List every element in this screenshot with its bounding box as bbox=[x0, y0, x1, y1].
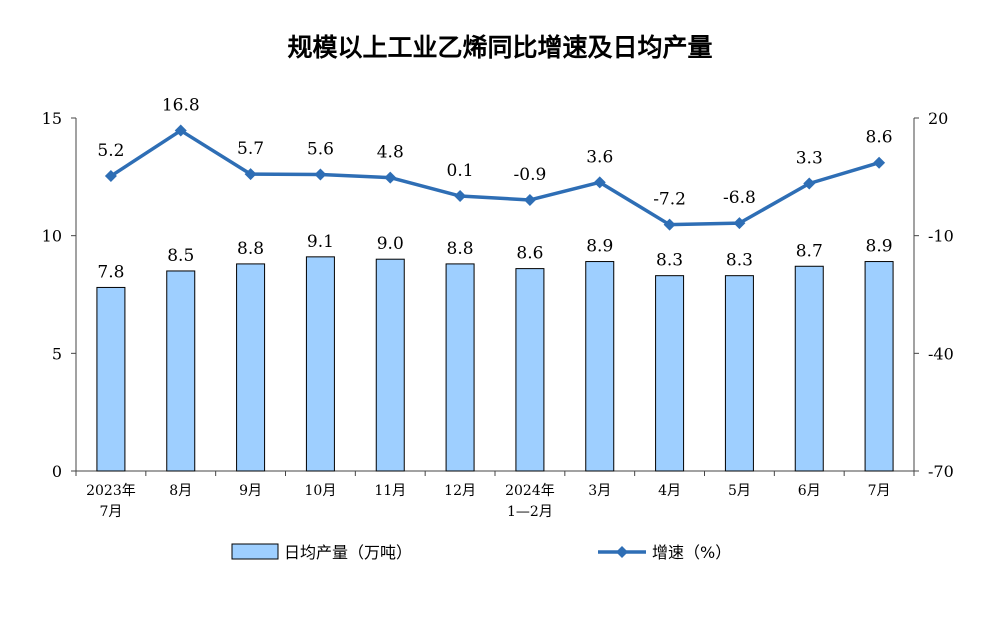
chart-title: 规模以上工业乙烯同比增速及日均产量 bbox=[287, 33, 713, 62]
line-data-label: 8.6 bbox=[866, 128, 893, 148]
bar bbox=[724, 275, 754, 472]
line-data-label: 16.8 bbox=[162, 96, 200, 116]
bar-data-label: 8.3 bbox=[656, 251, 683, 271]
x-tick-label: 1—2月 bbox=[507, 504, 553, 520]
line-point bbox=[314, 168, 327, 181]
bar-data-label: 8.9 bbox=[866, 237, 893, 257]
line-point bbox=[733, 217, 746, 230]
x-tick-label: 2023年 bbox=[86, 483, 136, 499]
bar bbox=[794, 265, 824, 472]
line-data-label: 4.8 bbox=[377, 143, 404, 163]
line-data-label: 0.1 bbox=[447, 161, 474, 181]
line-point bbox=[803, 177, 816, 190]
line-point bbox=[523, 193, 536, 206]
line-data-label: -7.2 bbox=[653, 190, 686, 210]
line-point bbox=[104, 170, 117, 183]
y-right-tick-label: 20 bbox=[928, 109, 948, 128]
bar-data-label: 8.5 bbox=[167, 246, 194, 266]
x-tick-label: 3月 bbox=[588, 483, 611, 499]
y-left-tick-label: 15 bbox=[42, 109, 62, 128]
legend-bar-label: 日均产量（万吨） bbox=[284, 543, 412, 562]
y-right-tick-label: -40 bbox=[928, 344, 954, 363]
legend-line-marker bbox=[616, 546, 628, 558]
x-tick-label: 2024年 bbox=[505, 483, 555, 499]
x-tick-label: 6月 bbox=[798, 483, 821, 499]
bar-data-label: 8.9 bbox=[586, 237, 613, 257]
line-data-label: 5.6 bbox=[307, 139, 334, 159]
x-tick-label: 4月 bbox=[658, 483, 681, 499]
line-point bbox=[454, 190, 467, 203]
line-point bbox=[663, 218, 676, 231]
bar bbox=[375, 258, 405, 472]
line-data-label: -6.8 bbox=[723, 188, 756, 208]
line-data-label: 3.6 bbox=[586, 147, 613, 167]
bar-data-label: 8.8 bbox=[447, 239, 474, 259]
bar bbox=[585, 261, 615, 472]
line-data-label: 5.7 bbox=[237, 139, 264, 159]
x-tick-label: 5月 bbox=[728, 483, 751, 499]
line-data-label: 5.2 bbox=[97, 141, 124, 161]
line-point bbox=[384, 171, 397, 184]
x-tick-label: 8月 bbox=[169, 483, 192, 499]
bar bbox=[655, 275, 685, 472]
x-tick-label: 7月 bbox=[868, 483, 891, 499]
bar bbox=[96, 286, 126, 472]
bar-data-label: 9.1 bbox=[307, 232, 334, 252]
y-left-tick-label: 10 bbox=[42, 227, 62, 246]
bar bbox=[166, 270, 196, 472]
x-tick-label: 7月 bbox=[99, 504, 122, 520]
bar bbox=[515, 268, 545, 472]
x-tick-label: 10月 bbox=[305, 483, 337, 499]
bar-data-label: 9.0 bbox=[377, 234, 404, 254]
line-point bbox=[593, 176, 606, 189]
line-point bbox=[873, 156, 886, 169]
line-point bbox=[244, 168, 257, 181]
growth-line bbox=[109, 128, 880, 227]
bar-data-label: 8.7 bbox=[796, 241, 823, 261]
bar-data-label: 8.8 bbox=[237, 239, 264, 259]
bar-data-label: 7.8 bbox=[97, 262, 124, 282]
y-left-tick-label: 5 bbox=[52, 344, 62, 363]
bar-data-label: 8.6 bbox=[516, 244, 543, 264]
y-left-tick-label: 0 bbox=[52, 462, 62, 481]
bar-data-label: 8.3 bbox=[726, 251, 753, 271]
bar bbox=[236, 263, 266, 472]
x-tick-label: 9月 bbox=[239, 483, 262, 499]
x-tick-label: 11月 bbox=[374, 483, 406, 499]
line-data-label: -0.9 bbox=[514, 165, 547, 185]
bar bbox=[305, 256, 335, 472]
legend-line-label: 增速（%） bbox=[652, 543, 731, 562]
y-right-tick-label: -10 bbox=[928, 227, 954, 246]
x-tick-label: 12月 bbox=[444, 483, 476, 499]
y-right-tick-label: -70 bbox=[928, 462, 954, 481]
line-point bbox=[174, 124, 187, 137]
legend-bar-swatch bbox=[231, 543, 279, 560]
bar bbox=[864, 261, 894, 472]
line-data-label: 3.3 bbox=[796, 149, 823, 169]
bar bbox=[445, 263, 475, 472]
